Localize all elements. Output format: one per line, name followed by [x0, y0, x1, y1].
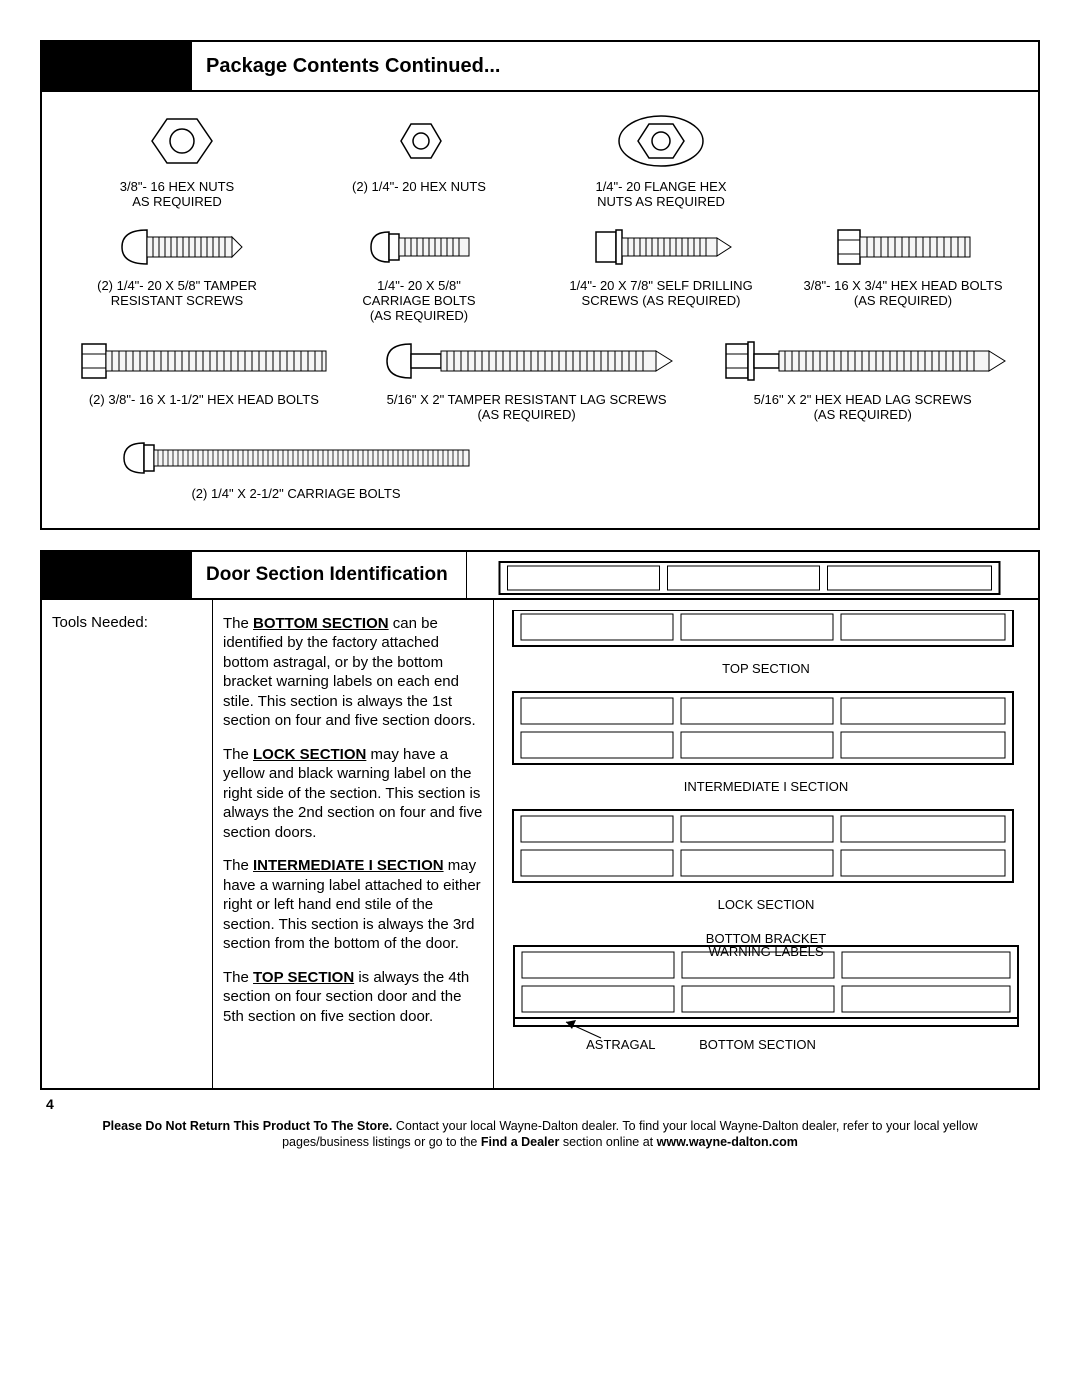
box2-header-diagram — [467, 552, 1038, 598]
header-black-cell — [42, 552, 192, 598]
tools-needed-column: Tools Needed: — [42, 600, 213, 1088]
part-hex-lag-screw: 5/16" X 2" HEX HEAD LAG SCREWS (AS REQUI… — [701, 334, 1024, 423]
door-section-top-half-icon — [479, 560, 1026, 596]
intermediate-section-diagram-icon — [506, 690, 1026, 768]
part-self-drilling-screw: 1/4"- 20 X 7/8" SELF DRILLING SCREWS (AS… — [540, 220, 782, 324]
carriage-bolt-long-icon — [116, 433, 476, 483]
parts-row-2: (2) 1/4"- 20 X 5/8" TAMPER RESISTANT SCR… — [56, 220, 1024, 324]
footer-bold-1: Please Do Not Return This Product To The… — [102, 1119, 392, 1133]
parts-grid: 3/8"- 16 HEX NUTS AS REQUIRED (2) 1/4"- … — [42, 92, 1038, 528]
hex-nut-icon — [384, 106, 454, 176]
header-black-cell — [42, 42, 192, 90]
part-hex-head-bolt-short: 3/8"- 16 X 3/4" HEX HEAD BOLTS (AS REQUI… — [782, 220, 1024, 324]
parts-row-4: (2) 1/4" X 2-1/2" CARRIAGE BOLTS — [56, 433, 1024, 502]
part-label: 5/16" X 2" TAMPER RESISTANT LAG SCREWS — [352, 393, 702, 408]
part-label: (AS REQUIRED) — [352, 408, 702, 423]
part-label: 1/4"- 20 X 7/8" SELF DRILLING — [540, 279, 782, 294]
carriage-bolt-icon — [359, 220, 479, 275]
page: Package Contents Continued... 3/8"- 16 H… — [40, 40, 1040, 1151]
lock-section-strong: LOCK SECTION — [253, 746, 366, 763]
door-section-box: Door Section Identification Tools Needed… — [40, 550, 1040, 1090]
lock-section-diagram-icon — [506, 808, 1026, 886]
hex-bolt-long-icon — [74, 334, 334, 389]
part-carriage-bolt-short: 1/4"- 20 X 5/8" CARRIAGE BOLTS (AS REQUI… — [298, 220, 540, 324]
box2-header: Door Section Identification — [42, 552, 1038, 600]
part-flange-hex-nut: 1/4"- 20 FLANGE HEX NUTS AS REQUIRED — [540, 106, 782, 210]
parts-row-1: 3/8"- 16 HEX NUTS AS REQUIRED (2) 1/4"- … — [56, 106, 1024, 210]
part-label: 5/16" X 2" HEX HEAD LAG SCREWS — [701, 393, 1024, 408]
part-label: 3/8"- 16 X 3/4" HEX HEAD BOLTS — [782, 279, 1024, 294]
box2-title: Door Section Identification — [192, 552, 467, 598]
part-label: (2) 1/4"- 20 HEX NUTS — [298, 180, 540, 195]
package-contents-box: Package Contents Continued... 3/8"- 16 H… — [40, 40, 1040, 530]
part-label: (AS REQUIRED) — [701, 408, 1024, 423]
box1-title: Package Contents Continued... — [192, 42, 1038, 90]
hex-nut-icon — [132, 106, 222, 176]
footer-bold-2: Find a Dealer — [481, 1135, 560, 1149]
paragraph-bottom: The BOTTOM SECTION can be identified by … — [223, 614, 483, 731]
astragal-label: ASTRAGAL — [586, 1037, 655, 1052]
tools-needed-label: Tools Needed: — [52, 614, 148, 631]
part-label: CARRIAGE BOLTS — [298, 294, 540, 309]
part-hex-bolt-long: (2) 3/8"- 16 X 1-1/2" HEX HEAD BOLTS — [56, 334, 352, 423]
footer: Please Do Not Return This Product To The… — [40, 1118, 1040, 1152]
part-hex-nut-large: 3/8"- 16 HEX NUTS AS REQUIRED — [56, 106, 298, 210]
tamper-screw-icon — [107, 220, 247, 275]
part-label: 1/4"- 20 X 5/8" — [298, 279, 540, 294]
lock-section-label: LOCK SECTION — [506, 897, 1026, 912]
paragraph-top: The TOP SECTION is always the 4th sectio… — [223, 968, 483, 1027]
spacer — [782, 106, 1024, 210]
bottom-section-label: BOTTOM SECTION — [699, 1037, 816, 1052]
self-drilling-screw-icon — [586, 220, 736, 275]
part-label: 3/8"- 16 HEX NUTS — [56, 180, 298, 195]
top-section-strong: TOP SECTION — [253, 969, 354, 986]
part-label: AS REQUIRED — [56, 195, 298, 210]
paragraph-lock: The LOCK SECTION may have a yellow and b… — [223, 745, 483, 843]
flange-hex-nut-icon — [606, 106, 716, 176]
part-label: 1/4"- 20 FLANGE HEX — [540, 180, 782, 195]
tamper-lag-screw-icon — [377, 334, 677, 389]
part-label: (AS REQUIRED) — [782, 294, 1024, 309]
diagram-column: TOP SECTION INTERMEDIATE I SECTION — [494, 600, 1038, 1088]
part-label: (2) 1/4"- 20 X 5/8" TAMPER — [56, 279, 298, 294]
part-tamper-lag-screw: 5/16" X 2" TAMPER RESISTANT LAG SCREWS (… — [352, 334, 702, 423]
top-section-label: TOP SECTION — [506, 661, 1026, 676]
part-label: (AS REQUIRED) — [298, 309, 540, 324]
box1-header: Package Contents Continued... — [42, 42, 1038, 92]
paragraph-intermediate: The INTERMEDIATE I SECTION may have a wa… — [223, 856, 483, 954]
description-column: The BOTTOM SECTION can be identified by … — [213, 600, 494, 1088]
intermediate-section-strong: INTERMEDIATE I SECTION — [253, 857, 444, 874]
page-number: 4 — [46, 1096, 1040, 1112]
top-section-diagram-icon — [506, 610, 1026, 650]
hex-bolt-icon — [823, 220, 983, 275]
part-tamper-screw: (2) 1/4"- 20 X 5/8" TAMPER RESISTANT SCR… — [56, 220, 298, 324]
part-label: (2) 3/8"- 16 X 1-1/2" HEX HEAD BOLTS — [56, 393, 352, 408]
part-hex-nut-small: (2) 1/4"- 20 HEX NUTS — [298, 106, 540, 210]
part-label: NUTS AS REQUIRED — [540, 195, 782, 210]
part-label: RESISTANT SCREWS — [56, 294, 298, 309]
footer-url: www.wayne-dalton.com — [657, 1135, 798, 1149]
part-label: (2) 1/4" X 2-1/2" CARRIAGE BOLTS — [116, 487, 476, 502]
bottom-bracket-label: BOTTOM BRACKET WARNING LABELS — [506, 932, 1026, 959]
hex-lag-screw-icon — [718, 334, 1008, 389]
intermediate-section-label: INTERMEDIATE I SECTION — [506, 779, 1026, 794]
bottom-section-strong: BOTTOM SECTION — [253, 615, 389, 632]
parts-row-3: (2) 3/8"- 16 X 1-1/2" HEX HEAD BOLTS 5/1… — [56, 334, 1024, 423]
box2-body: Tools Needed: The BOTTOM SECTION can be … — [42, 600, 1038, 1088]
part-label: SCREWS (AS REQUIRED) — [540, 294, 782, 309]
bottom-section-diagram: BOTTOM BRACKET WARNING LABELS ASTRAGAL B… — [506, 926, 1026, 1052]
part-carriage-bolt-long: (2) 1/4" X 2-1/2" CARRIAGE BOLTS — [56, 433, 476, 502]
